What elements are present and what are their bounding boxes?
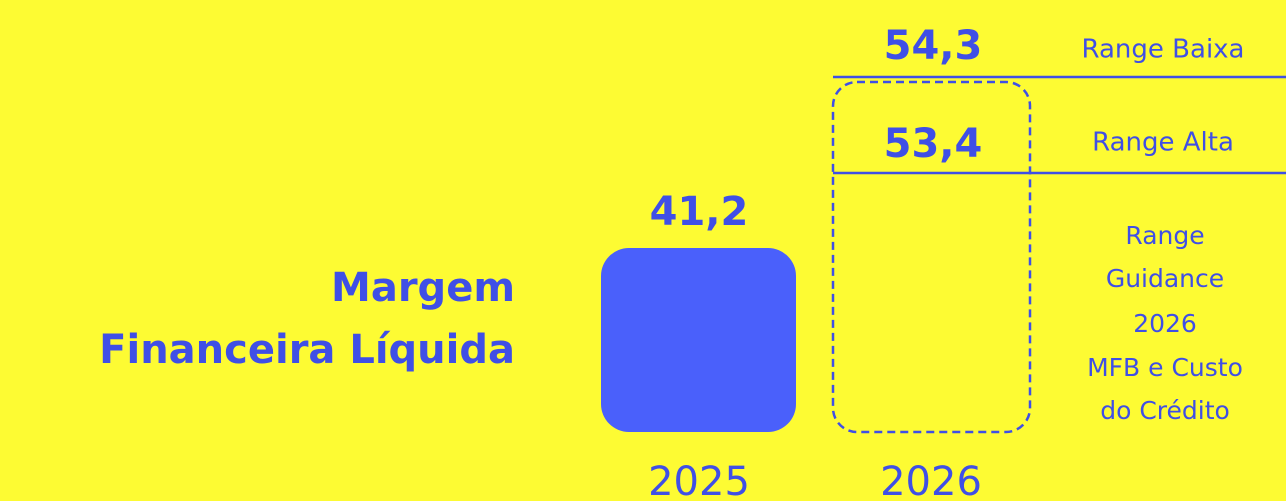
note-line: Guidance: [1106, 264, 1224, 293]
year-label: 2025: [648, 459, 750, 501]
title-line: Financeira Líquida: [99, 327, 515, 373]
note-line: 2026: [1133, 309, 1197, 338]
range-value: 53,4: [884, 121, 983, 167]
range-box-2026: [831, 80, 1032, 434]
title-line: Margem: [331, 265, 515, 311]
value-label: 41,2: [650, 189, 749, 235]
note-line: Range: [1125, 221, 1204, 250]
range-value: 54,3: [884, 23, 983, 69]
range-label: Range Alta: [1092, 128, 1234, 158]
note-line: MFB e Custo: [1087, 353, 1243, 382]
note-line: do Crédito: [1100, 396, 1230, 425]
bar-2025: [601, 248, 796, 432]
range-label: Range Baixa: [1082, 35, 1245, 65]
year-label: 2026: [880, 459, 982, 501]
